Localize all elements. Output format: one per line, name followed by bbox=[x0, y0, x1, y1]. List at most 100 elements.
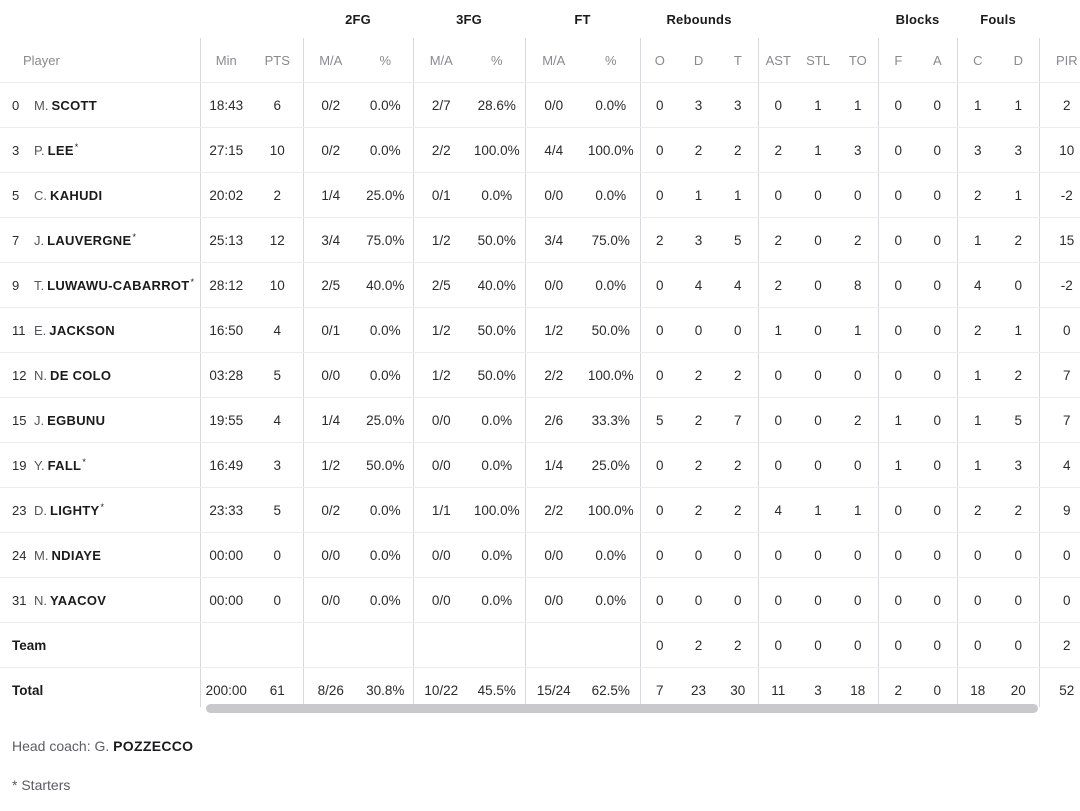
col-header-pir: PIR bbox=[1038, 38, 1080, 83]
stat-3fg-pct: 50.0% bbox=[469, 217, 526, 263]
player-cell[interactable]: 15 J. EGBUNU bbox=[0, 397, 200, 443]
starter-asterisk: * bbox=[190, 277, 195, 287]
stat-3fg-ma: 0/0 bbox=[412, 532, 470, 578]
stat-foul-cm: 1 bbox=[956, 397, 999, 443]
player-initial: D. bbox=[34, 503, 47, 518]
stat-blk-ag: 0 bbox=[933, 682, 942, 698]
stat-blk-fv: 1 bbox=[877, 397, 919, 443]
stat-min: 18:43 bbox=[199, 82, 252, 128]
stat-3fg-pct bbox=[469, 622, 526, 668]
stat-pts: 10 bbox=[252, 127, 303, 173]
stat-reb-o: 0 bbox=[639, 532, 680, 578]
stat-pts: 10 bbox=[252, 262, 303, 308]
stat-2fg-ma: 0/0 bbox=[302, 352, 358, 398]
player-cell[interactable]: 9 T. LUWAWU-CABARROT* bbox=[0, 262, 200, 308]
player-name: LEE bbox=[47, 143, 74, 158]
stat-reb-t: 0 bbox=[718, 307, 759, 353]
stat-blk-fv: 0 bbox=[877, 307, 919, 353]
stat-foul-rv: 3 bbox=[998, 442, 1040, 488]
stat-foul-cm: 2 bbox=[956, 487, 999, 533]
stat-stl: 1 bbox=[798, 82, 839, 128]
stat-foul-cm: 1 bbox=[956, 442, 999, 488]
stat-3fg-pct: 100.0% bbox=[469, 127, 526, 173]
stat-reb-t: 3 bbox=[718, 82, 759, 128]
stat-2fg-ma bbox=[302, 622, 358, 668]
head-coach-line: Head coach: G. POZZECCO bbox=[12, 738, 193, 754]
player-cell[interactable]: 3 P. LEE* bbox=[0, 127, 200, 173]
stat-pir: 2 bbox=[1038, 82, 1080, 128]
stat-stl: 0 bbox=[798, 442, 839, 488]
player-cell[interactable]: 24 M. NDIAYE bbox=[0, 532, 200, 578]
stat-pir: 0 bbox=[1038, 307, 1080, 353]
stat-pts: 0 bbox=[252, 532, 303, 578]
stat-3fg-ma: 0/0 bbox=[412, 577, 470, 623]
starter-asterisk: * bbox=[74, 142, 79, 152]
group-header-ft: FT bbox=[574, 11, 591, 27]
stat-foul-rv: 0 bbox=[998, 532, 1040, 578]
stat-2fg-ma: 8/26 bbox=[302, 667, 358, 707]
stat-3fg-pct: 50.0% bbox=[469, 352, 526, 398]
stat-2fg-ma: 0/2 bbox=[302, 82, 358, 128]
player-name: KAHUDI bbox=[50, 187, 103, 203]
stat-2fg-pct: 0.0% bbox=[358, 577, 414, 623]
stat-reb-o: 0 bbox=[639, 172, 680, 218]
stat-blk-ag: 0 bbox=[918, 307, 958, 353]
stat-3fg-pct: 40.0% bbox=[469, 262, 526, 308]
player-cell[interactable]: 12 N. DE COLO bbox=[0, 352, 200, 398]
stat-2fg-ma: 2/5 bbox=[302, 262, 358, 308]
player-initial: J. bbox=[34, 412, 45, 428]
stat-reb-o: 0 bbox=[639, 262, 680, 308]
stat-foul-rv: 5 bbox=[998, 397, 1040, 443]
player-cell[interactable]: 31 N. YAACOV bbox=[0, 577, 200, 623]
col-header-foul-rv: D bbox=[998, 38, 1040, 83]
player-row: 15 J. EGBUNU 19:55 4 1/4 25.0% 0/0 0.0% 2/6 33.3% 5… bbox=[0, 397, 1080, 443]
stat-reb-d: 4 bbox=[679, 262, 719, 308]
stat-foul-cm: 0 bbox=[956, 577, 999, 623]
group-header-min-pts bbox=[200, 0, 303, 38]
stat-min: 16:49 bbox=[199, 442, 252, 488]
stat-foul-rv: 0 bbox=[998, 577, 1040, 623]
stat-ft-pct: 100.0% bbox=[582, 352, 641, 398]
player-cell[interactable]: 0 M. SCOTT bbox=[0, 82, 200, 128]
stat-min: 00:00 bbox=[199, 532, 252, 578]
stat-min: 28:12 bbox=[199, 262, 252, 308]
player-cell[interactable]: 7 J. LAUVERGNE* bbox=[0, 217, 200, 263]
stat-ft-pct: 62.5% bbox=[591, 682, 630, 698]
stat-ft-pct: 0.0% bbox=[582, 532, 641, 578]
player-cell[interactable]: 5 C. KAHUDI bbox=[0, 172, 200, 218]
stat-ast: 0 bbox=[757, 622, 799, 668]
player-cell[interactable]: 23 D. LIGHTY* bbox=[0, 487, 200, 533]
col-header-3fg-ma: M/A bbox=[412, 38, 470, 83]
stat-reb-d: 23 bbox=[691, 682, 707, 698]
col-header-reb-o: O bbox=[639, 38, 680, 83]
stat-stl: 0 bbox=[798, 172, 839, 218]
col-header-reb-d: D bbox=[679, 38, 719, 83]
stat-stl: 0 bbox=[798, 262, 839, 308]
col-header-3fg-pct: % bbox=[469, 38, 526, 83]
stat-3fg-ma: 1/2 bbox=[412, 307, 470, 353]
player-cell[interactable]: 19 Y. FALL* bbox=[0, 442, 200, 488]
stat-ft-ma: 1/2 bbox=[524, 307, 583, 353]
stat-ft-ma: 0/0 bbox=[524, 577, 583, 623]
stat-to: 0 bbox=[838, 622, 879, 668]
stat-pir: 0 bbox=[1038, 532, 1080, 578]
stat-foul-cm: 1 bbox=[956, 82, 999, 128]
stat-ft-ma: 3/4 bbox=[524, 217, 583, 263]
stat-min: 23:33 bbox=[199, 487, 252, 533]
stat-ast: 4 bbox=[757, 487, 799, 533]
stat-pir: 2 bbox=[1038, 622, 1080, 668]
horizontal-scrollbar-thumb[interactable] bbox=[206, 704, 1038, 713]
stat-reb-t: 4 bbox=[718, 262, 759, 308]
stat-pir: 4 bbox=[1038, 442, 1080, 488]
col-header-min: Min bbox=[199, 38, 252, 83]
stat-foul-cm: 0 bbox=[956, 532, 999, 578]
player-cell[interactable]: 11 E. JACKSON bbox=[0, 307, 200, 353]
stat-blk-fv: 0 bbox=[877, 487, 919, 533]
stat-ft-ma: 1/4 bbox=[524, 442, 583, 488]
stat-ast: 0 bbox=[757, 442, 799, 488]
stat-blk-ag: 0 bbox=[918, 82, 958, 128]
group-header-2fg: 2FG bbox=[345, 11, 371, 27]
stat-reb-t: 2 bbox=[718, 127, 759, 173]
stat-pts: 4 bbox=[252, 397, 303, 443]
stat-2fg-pct: 0.0% bbox=[358, 82, 414, 128]
